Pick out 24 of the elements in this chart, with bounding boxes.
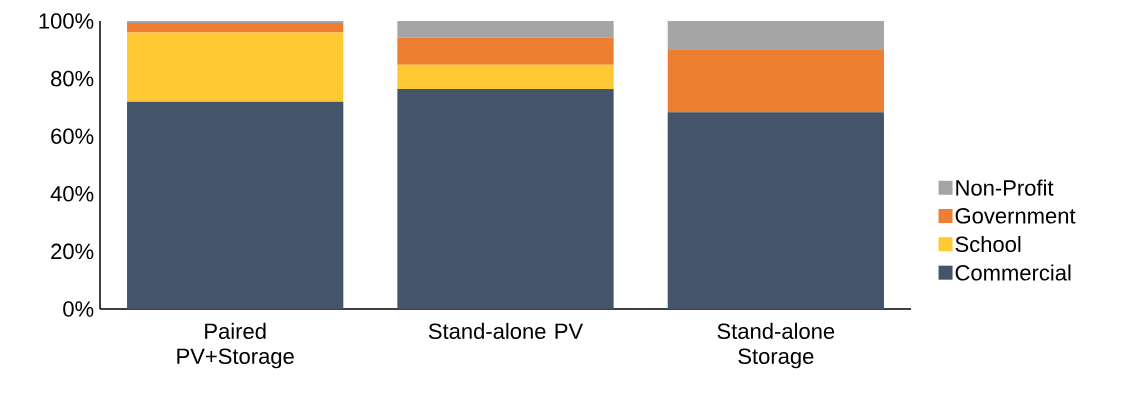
y-tick-label: 40% <box>50 186 94 202</box>
legend-label: Non-Profit <box>956 179 1054 196</box>
legend-label: School <box>955 235 1021 253</box>
bar <box>127 101 344 309</box>
y-tick-label: 60% <box>51 128 94 144</box>
bar <box>397 64 614 89</box>
bar <box>127 21 344 24</box>
y-tick-label: 80% <box>51 70 94 87</box>
bar <box>397 37 614 65</box>
legend-label: Commercial <box>955 264 1071 281</box>
bar <box>397 88 614 309</box>
legend-label: Government <box>955 208 1076 224</box>
bar <box>667 21 884 50</box>
y-tick-label: 100% <box>39 13 94 29</box>
bar <box>127 32 344 102</box>
x-tick-label: Paired PV+Storage <box>177 322 294 369</box>
bar <box>667 112 884 309</box>
y-tick-label: 0% <box>63 301 94 317</box>
bar <box>127 23 344 33</box>
x-tick-label: Stand-alone Storage <box>717 322 835 369</box>
bar <box>397 21 614 38</box>
bar <box>667 49 884 113</box>
y-tick-label: 20% <box>51 243 94 260</box>
x-tick-label: Stand-alone PV <box>428 322 584 340</box>
